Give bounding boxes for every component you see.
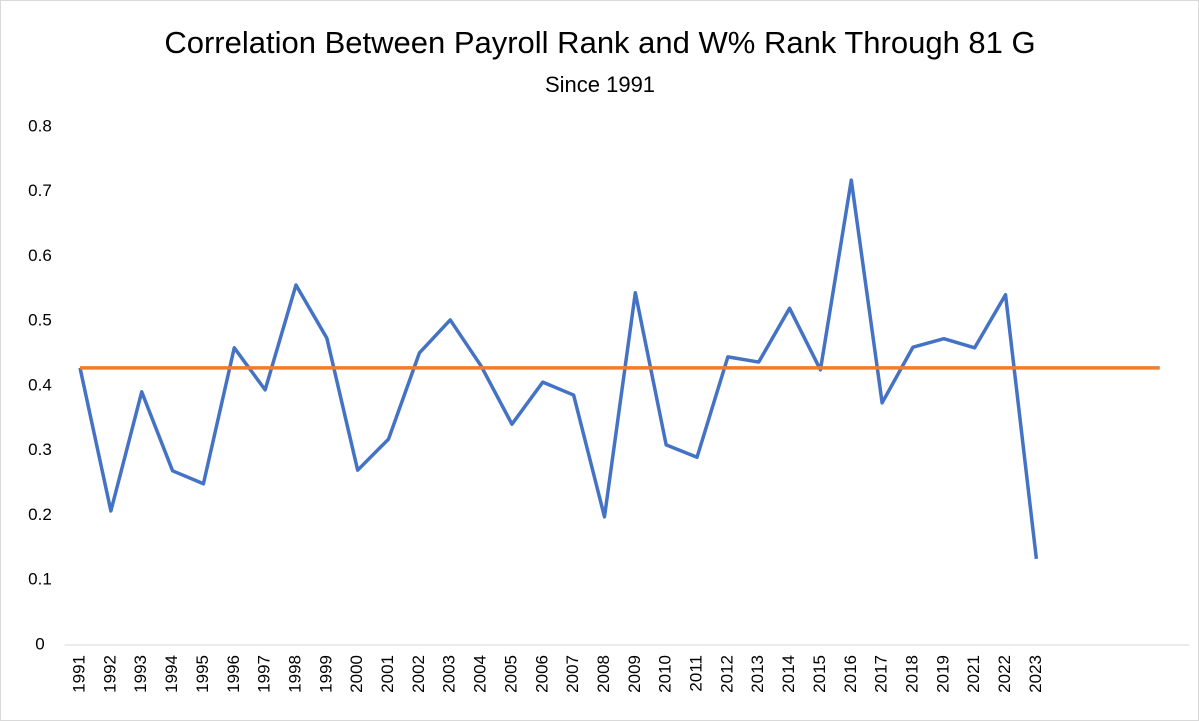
x-tick-label: 1996: [224, 655, 243, 693]
x-tick-label: 2018: [902, 655, 921, 693]
x-tick-label: 1998: [285, 655, 304, 693]
x-tick-label: 2011: [687, 655, 706, 692]
x-tick-label: 2022: [995, 655, 1014, 693]
x-tick-label: 2010: [656, 655, 675, 693]
y-tick-label: 0.4: [28, 375, 52, 394]
x-tick-label: 1991: [70, 655, 89, 693]
y-tick-label: 0.3: [28, 440, 52, 459]
x-tick-label: 1995: [193, 655, 212, 693]
x-tick-label: 2023: [1026, 655, 1045, 693]
x-tick-label: 2005: [501, 655, 520, 693]
chart-subtitle: Since 1991: [545, 72, 655, 97]
x-tick-label: 2021: [964, 655, 983, 693]
x-tick-label: 2000: [347, 655, 366, 693]
y-tick-label: 0.6: [28, 246, 52, 265]
chart-title: Correlation Between Payroll Rank and W% …: [164, 25, 1035, 60]
y-tick-label: 0: [35, 634, 44, 653]
x-tick-label: 2016: [841, 655, 860, 693]
x-tick-label: 2012: [717, 655, 736, 693]
x-tick-label: 1997: [255, 655, 274, 693]
y-tick-label: 0.7: [28, 181, 52, 200]
x-tick-label: 1993: [131, 655, 150, 693]
x-tick-label: 2006: [532, 655, 551, 693]
x-tick-label: 2013: [748, 655, 767, 693]
series-line: [78, 178, 1039, 560]
y-tick-label: 0.8: [28, 116, 52, 135]
x-tick-label: 2004: [471, 655, 490, 693]
y-tick-label: 0.2: [28, 505, 52, 524]
x-tick-label: 2002: [409, 655, 428, 693]
x-tick-label: 2008: [594, 655, 613, 693]
x-tick-label: 1992: [100, 655, 119, 693]
x-tick-label: 2019: [933, 655, 952, 693]
x-tick-label: 2001: [378, 655, 397, 693]
y-tick-label: 0.5: [28, 311, 52, 330]
x-tick-label: 2009: [625, 655, 644, 693]
y-tick-label: 0.1: [28, 570, 52, 589]
x-tick-label: 2017: [872, 655, 891, 693]
x-tick-label: 2014: [779, 655, 798, 693]
x-tick-label: 1999: [316, 655, 335, 693]
x-tick-label: 2015: [810, 655, 829, 693]
x-tick-label: 2003: [440, 655, 459, 693]
x-tick-label: 2007: [563, 655, 582, 693]
x-tick-label: 1994: [162, 655, 181, 693]
